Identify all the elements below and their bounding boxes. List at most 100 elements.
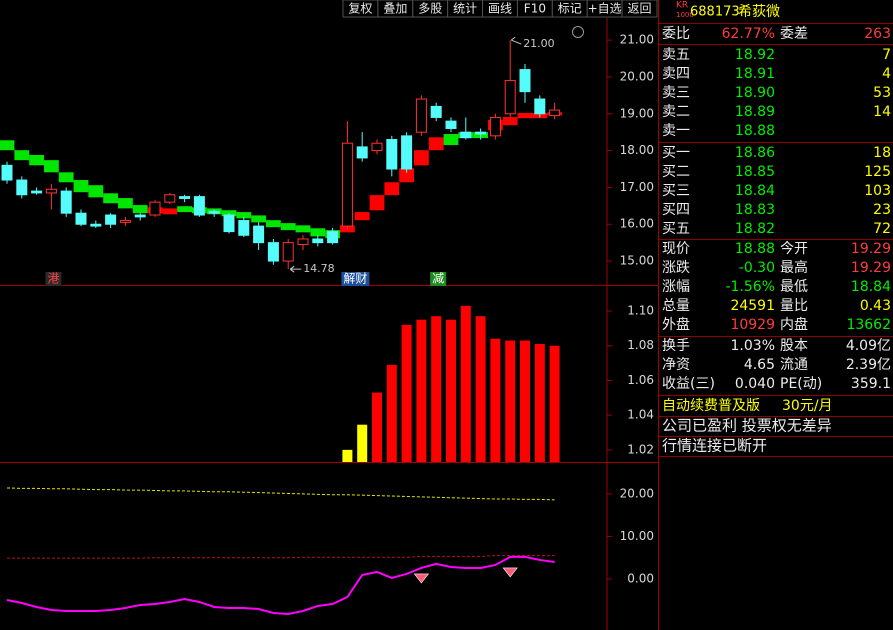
band-block: [443, 134, 459, 146]
quote-cell: 换手: [662, 337, 690, 354]
candle-body: [238, 220, 250, 236]
band-block: [177, 206, 192, 213]
quote-cell: 内盘: [780, 316, 808, 333]
toolbar-label[interactable]: 返回: [628, 2, 652, 16]
candle-body: [253, 225, 265, 244]
bar: [386, 364, 397, 462]
bar: [416, 319, 427, 462]
quote-cell: 4.65: [744, 357, 775, 373]
candle-body: [119, 220, 131, 223]
quote-cell: 0.040: [735, 376, 775, 392]
bar: [431, 316, 442, 462]
candle-body: [297, 238, 309, 245]
quote-cell: 18.85: [735, 164, 775, 180]
indicator-line: [7, 555, 555, 559]
toolbar-label[interactable]: 多股: [418, 2, 442, 16]
band-block: [236, 212, 252, 219]
band-block: [132, 205, 148, 214]
quote-cell: 1.03%: [731, 338, 775, 354]
candle-body: [1, 164, 13, 181]
candle-body: [327, 231, 339, 244]
candle-body: [267, 242, 279, 262]
candle-body: [16, 179, 28, 196]
quote-cell: 23: [873, 202, 891, 218]
quote-cell: 14: [873, 104, 891, 120]
quote-cell: 卖四: [662, 66, 690, 82]
settings-icon[interactable]: [572, 26, 584, 38]
quote-cell: 72: [873, 221, 891, 237]
toolbar-label[interactable]: F10: [524, 2, 546, 16]
bar: [401, 324, 412, 462]
toolbar-label[interactable]: 统计: [453, 2, 477, 16]
band-block: [414, 150, 429, 166]
y-tick-label: 21.00: [620, 33, 654, 47]
quote-cell: 125: [864, 164, 891, 180]
low-label: 14.78: [303, 262, 335, 275]
candle-body: [549, 109, 561, 117]
quote-cell: 18.89: [735, 104, 775, 120]
quote-cell: 103: [864, 183, 891, 199]
bar: [357, 424, 368, 462]
candle-body: [519, 69, 531, 93]
bar: [475, 316, 486, 462]
high-pointer: [510, 36, 522, 45]
toolbar-label[interactable]: 叠加: [383, 2, 407, 16]
candle-body: [445, 120, 457, 129]
candle-body: [31, 190, 43, 194]
quote-cell: 10929: [730, 317, 775, 333]
bar: [549, 345, 560, 462]
candle-body: [90, 223, 102, 227]
event-badge: [430, 272, 447, 286]
quote-cell: 53: [873, 85, 891, 101]
stock-code: 688173: [690, 5, 740, 20]
candle-body: [534, 98, 546, 115]
quote-cell: 24591: [730, 298, 775, 314]
toolbar-label[interactable]: 复权: [348, 2, 372, 16]
bar: [372, 392, 382, 462]
band-block: [44, 160, 59, 173]
y-tick-label: 1.10: [627, 304, 654, 318]
quote-cell: 0.43: [860, 298, 891, 314]
band-block: [295, 225, 311, 233]
quote-cell: PE(动): [780, 376, 822, 392]
quote-cell: 净资: [662, 357, 690, 373]
candle-body: [371, 142, 383, 152]
band-block: [162, 208, 178, 215]
toolbar-label[interactable]: 画线: [488, 2, 512, 16]
quote-cell: 最高: [780, 259, 808, 276]
bar: [460, 305, 471, 462]
quote-cell: 收益(三): [662, 376, 715, 392]
toolbar-label[interactable]: 标记: [558, 2, 582, 16]
toolbar-label[interactable]: +自选: [588, 2, 622, 16]
candle-body: [341, 142, 353, 227]
quote-cell: -1.56%: [725, 279, 775, 295]
quote-cell: 买一: [662, 145, 690, 161]
logo-text: KR: [676, 1, 688, 11]
quote-cell: 62.77%: [722, 26, 775, 42]
candle-body: [415, 98, 427, 133]
bar: [490, 338, 501, 462]
toolbar-button[interactable]: [621, 0, 658, 18]
y-tick-label: 1.08: [627, 338, 654, 352]
quote-cell: 卖五: [662, 47, 690, 63]
candle-body: [164, 194, 176, 203]
quote-cell: 18.90: [735, 85, 775, 101]
y-tick-label: 1.06: [627, 373, 654, 387]
quote-cell: 总量: [662, 298, 690, 314]
quote-cell: 涨跌: [662, 260, 690, 276]
quote-cell: 18.82: [735, 221, 775, 237]
quote-cell: 359.1: [851, 376, 891, 392]
quote-cell: 卖一: [662, 123, 690, 139]
candle-body: [475, 131, 487, 135]
signal-marker: [502, 567, 518, 578]
band-block: [29, 154, 44, 166]
quote-cell: 4.09亿: [846, 338, 891, 354]
indicator-line: [6, 487, 555, 501]
band-block: [266, 220, 281, 228]
quote-cell: 4: [882, 66, 891, 82]
quote-cell: 7: [882, 47, 891, 63]
logo-text: 1000: [676, 11, 694, 19]
y-tick-label: 20.00: [620, 486, 654, 500]
quote-cell: 买三: [662, 183, 690, 199]
